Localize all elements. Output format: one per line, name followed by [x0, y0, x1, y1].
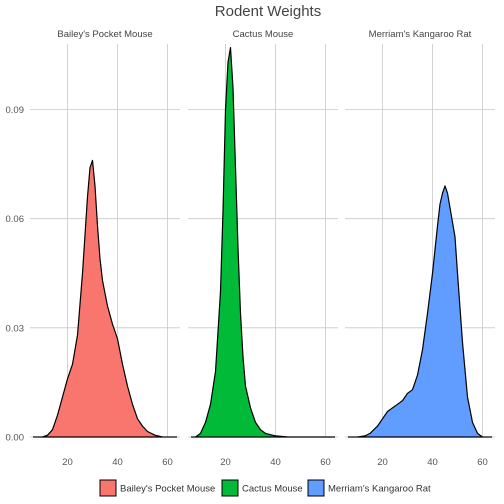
density-area-cactus-mouse — [194, 47, 289, 438]
facet-panel-merriam-s-kangaroo-rat: Merriam's Kangaroo Rat 20 40 60 — [345, 29, 495, 468]
x-tick-label: 20 — [220, 457, 231, 468]
x-tick-label: 60 — [162, 457, 173, 468]
x-tick-label: 20 — [62, 457, 73, 468]
facet-panels: Bailey's Pocket Mouse 20 40 60 Cactus Mouse 2… — [30, 29, 495, 468]
facet-strip-label: Cactus Mouse — [233, 29, 294, 40]
legend-item-bailey-s-pocket-mouse: Bailey's Pocket Mouse — [99, 479, 215, 497]
x-tick-label: 40 — [112, 457, 123, 468]
legend-swatch — [221, 479, 239, 497]
x-tick-label: 60 — [320, 457, 331, 468]
facet-strip-label: Bailey's Pocket Mouse — [57, 29, 152, 40]
facet-panel-cactus-mouse: Cactus Mouse 20 40 60 — [188, 29, 338, 468]
density-area-merriam-s-kangaroo-rat — [356, 185, 484, 438]
y-tick-label: 0.00 — [6, 433, 25, 444]
density-area-bailey-s-pocket-mouse — [41, 159, 164, 438]
legend: Bailey's Pocket Mouse Cactus Mouse Merriam… — [99, 479, 431, 497]
legend-swatch — [99, 479, 117, 497]
legend-label: Cactus Mouse — [242, 484, 303, 495]
facet-strip-label: Merriam's Kangaroo Rat — [369, 29, 472, 40]
y-tick-label: 0.03 — [6, 323, 25, 334]
y-tick-label: 0.09 — [6, 105, 25, 116]
y-axis: 0.00 0.03 0.06 0.09 — [6, 105, 25, 444]
y-tick-label: 0.06 — [6, 214, 25, 225]
x-tick-label: 40 — [427, 457, 438, 468]
legend-swatch — [307, 479, 325, 497]
legend-item-merriam-s-kangaroo-rat: Merriam's Kangaroo Rat — [307, 479, 431, 497]
x-tick-label: 60 — [477, 457, 488, 468]
x-tick-label: 40 — [270, 457, 281, 468]
legend-item-cactus-mouse: Cactus Mouse — [221, 479, 303, 497]
legend-label: Bailey's Pocket Mouse — [120, 484, 215, 495]
legend-label: Merriam's Kangaroo Rat — [328, 484, 431, 495]
chart-title: Rodent Weights — [215, 3, 321, 20]
facet-panel-bailey-s-pocket-mouse: Bailey's Pocket Mouse 20 40 60 — [30, 29, 180, 468]
x-tick-label: 20 — [377, 457, 388, 468]
